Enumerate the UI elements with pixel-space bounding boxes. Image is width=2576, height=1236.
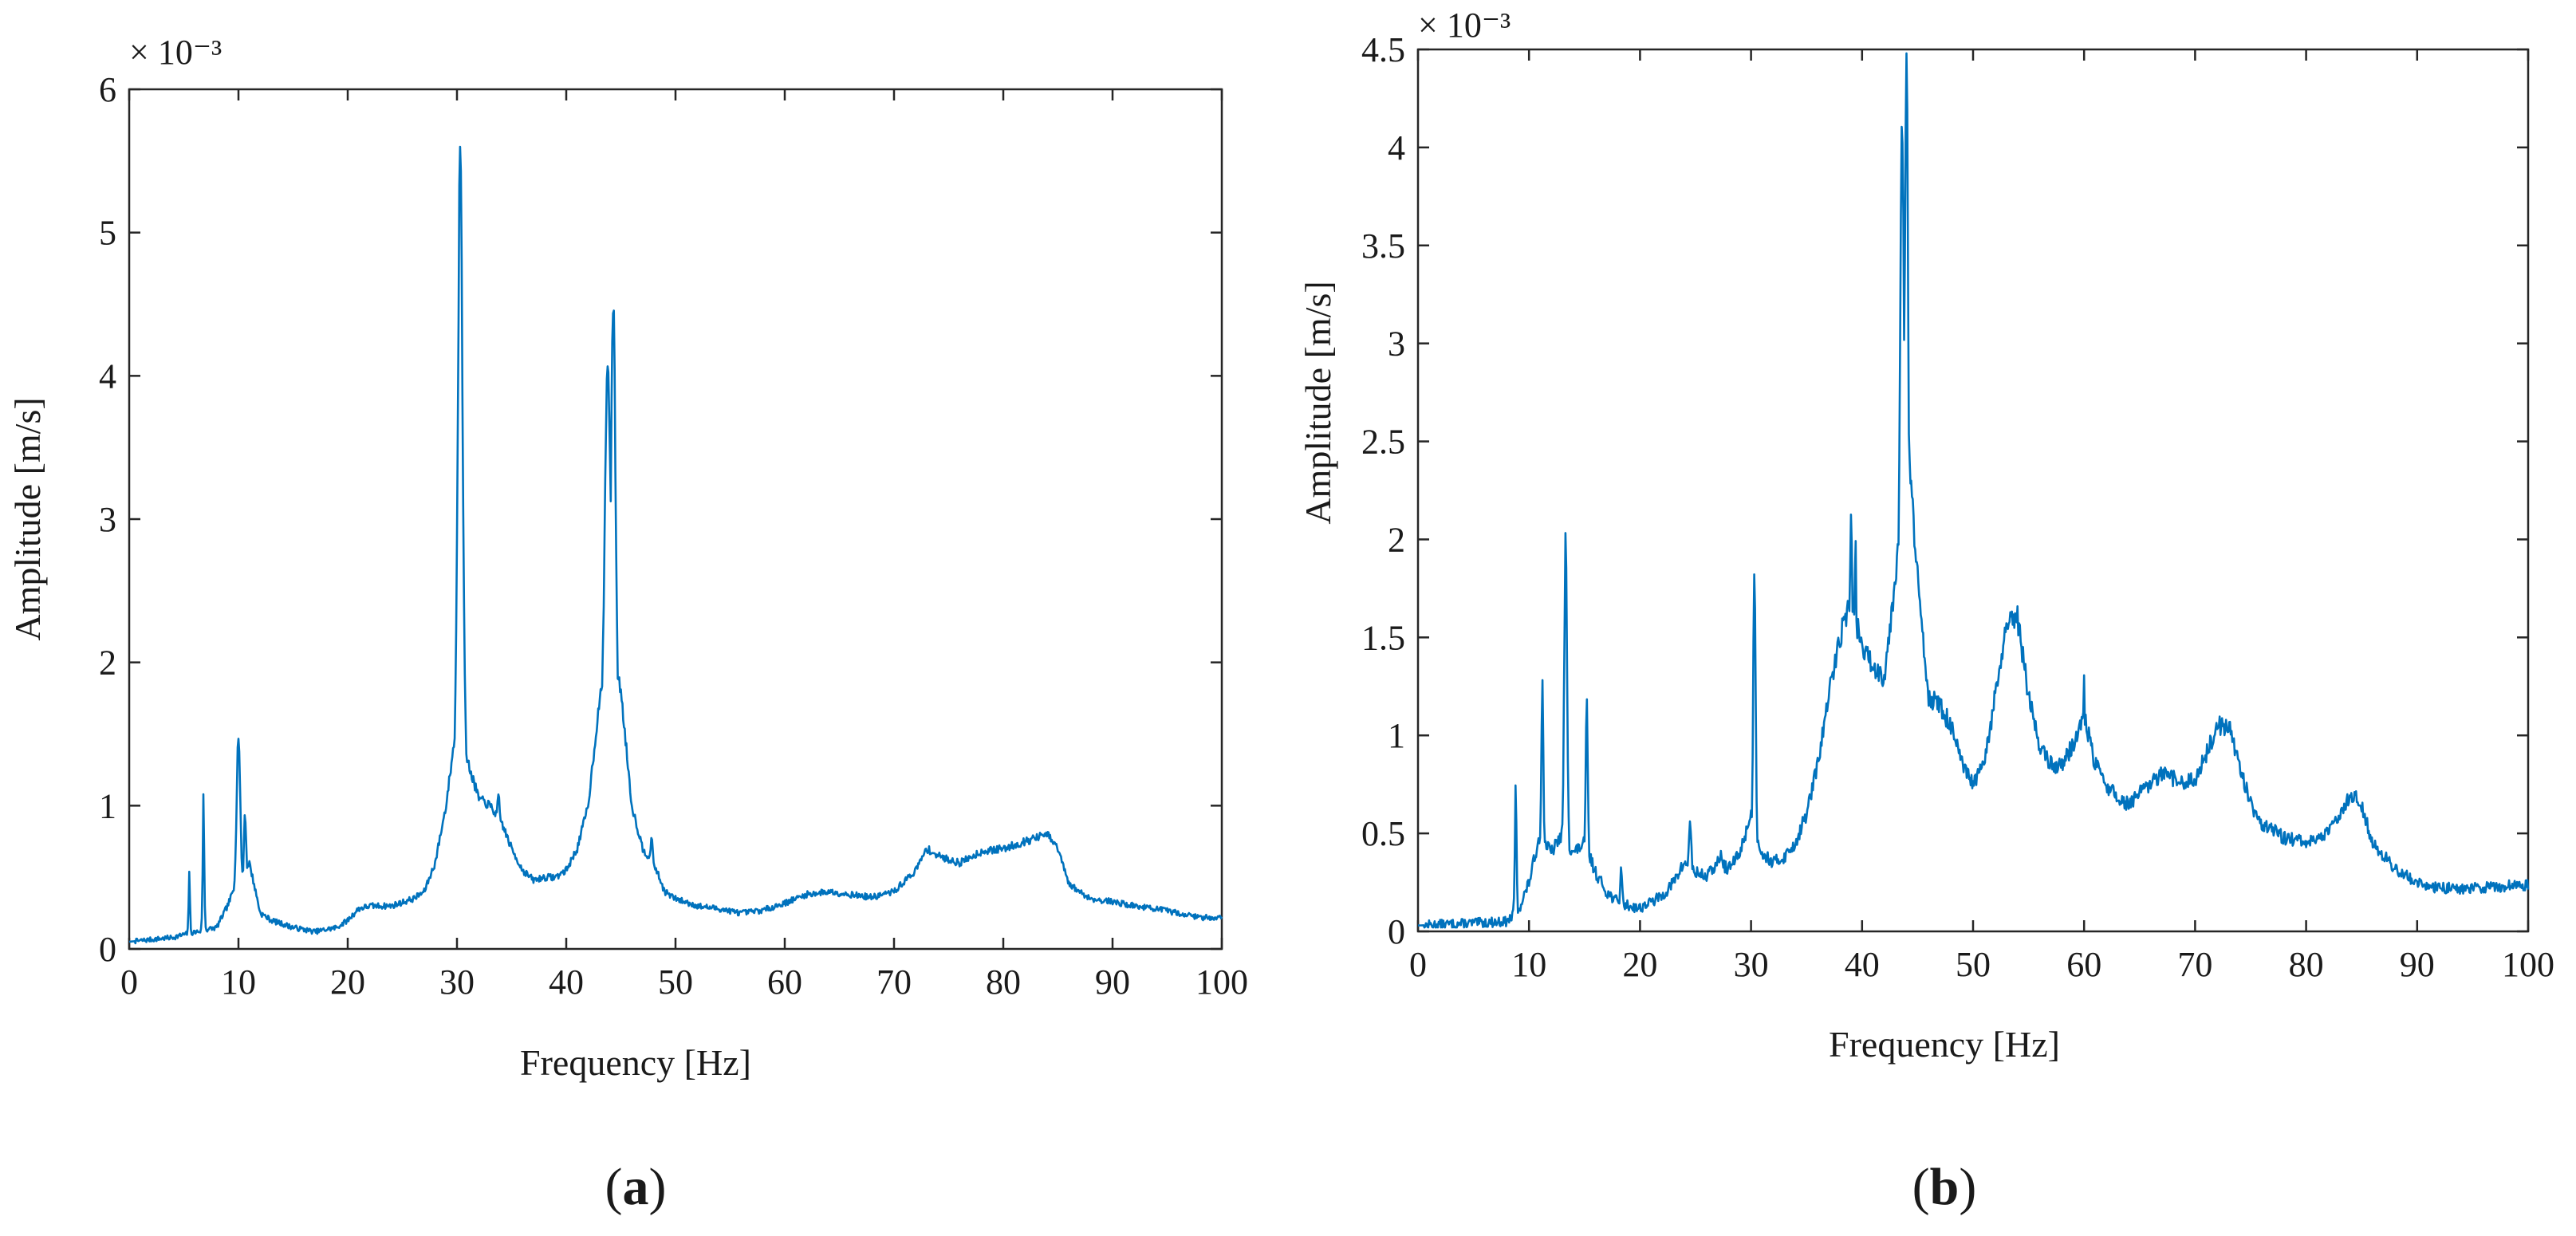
y-tick-label: 5 [99,214,116,253]
y-tick-label: 0 [1388,912,1405,951]
panel-b-y-axis-label: Amplitude [m/s] [1298,281,1338,524]
x-tick-label: 100 [1195,962,1248,1002]
panel-a-x-ticks: 0 10 20 30 40 50 60 70 80 90 100 [120,89,1248,1002]
y-tick-label: 0 [99,930,116,969]
x-tick-label: 10 [1511,945,1546,984]
y-tick-label: 2 [1388,520,1405,559]
x-tick-label: 40 [1845,945,1880,984]
x-tick-label: 90 [2400,945,2435,984]
x-tick-label: 100 [2502,945,2554,984]
y-tick-label: 3 [99,500,116,539]
x-tick-label: 40 [549,962,584,1002]
y-tick-label: 1 [99,786,116,825]
x-tick-label: 50 [1956,945,1991,984]
panel-b-y-multiplier: × 10⁻³ [1418,6,1511,45]
y-tick-label: 2.5 [1361,423,1405,462]
y-tick-label: 1.5 [1361,618,1405,657]
x-tick-label: 0 [120,962,138,1002]
y-tick-label: 4.5 [1361,30,1405,69]
x-tick-label: 30 [439,962,475,1002]
x-tick-label: 20 [1622,945,1657,984]
x-tick-label: 20 [330,962,365,1002]
x-tick-label: 80 [2289,945,2324,984]
y-tick-label: 0.5 [1361,814,1405,853]
panel-a-series-line [128,145,1223,945]
x-tick-label: 30 [1734,945,1769,984]
y-tick-label: 2 [99,644,116,683]
panel-a-x-axis-label: Frequency [Hz] [520,1042,751,1083]
x-tick-label: 50 [658,962,693,1002]
panel-b-letter: b [1930,1158,1960,1216]
y-tick-label: 4 [1388,128,1405,167]
panel-a-label: (a) [605,1158,667,1216]
panel-a-y-ticks: 0 1 2 3 4 5 6 [99,70,1222,969]
x-tick-label: 0 [1409,945,1427,984]
x-tick-label: 60 [767,962,802,1002]
x-tick-label: 70 [876,962,912,1002]
panel-b-series-line [1417,52,2530,929]
x-tick-label: 60 [2066,945,2101,984]
panel-b-chart: 0 10 20 30 40 50 60 70 80 90 100 0 0.5 1 1.5 2 2.5 3 3.5 4… [1298,6,2554,1216]
x-tick-label: 10 [221,962,256,1002]
panel-b-x-axis-label: Frequency [Hz] [1829,1024,2060,1065]
x-tick-label: 90 [1095,962,1130,1002]
panel-b-label: (b) [1912,1158,1977,1216]
panel-a-y-multiplier: × 10⁻³ [129,33,222,72]
panel-b-x-ticks: 0 10 20 30 40 50 60 70 80 90 100 [1409,49,2554,984]
y-tick-label: 1 [1388,716,1405,755]
x-tick-label: 70 [2177,945,2212,984]
panel-b-y-ticks: 0 0.5 1 1.5 2 2.5 3 3.5 4 4.5 [1361,30,2528,951]
x-tick-label: 80 [986,962,1021,1002]
y-tick-label: 6 [99,70,116,109]
panel-a-chart: 0 10 20 30 40 50 60 70 80 90 100 0 1 2 3 4 5 6 × 10⁻³ Fr… [7,33,1248,1216]
y-tick-label: 3 [1388,325,1405,364]
panel-a-y-axis-label: Amplitude [m/s] [7,397,48,640]
panel-a-plot-frame [128,88,1223,951]
y-tick-label: 4 [99,356,116,396]
panel-a-letter: a [623,1158,649,1216]
y-tick-label: 3.5 [1361,226,1405,266]
